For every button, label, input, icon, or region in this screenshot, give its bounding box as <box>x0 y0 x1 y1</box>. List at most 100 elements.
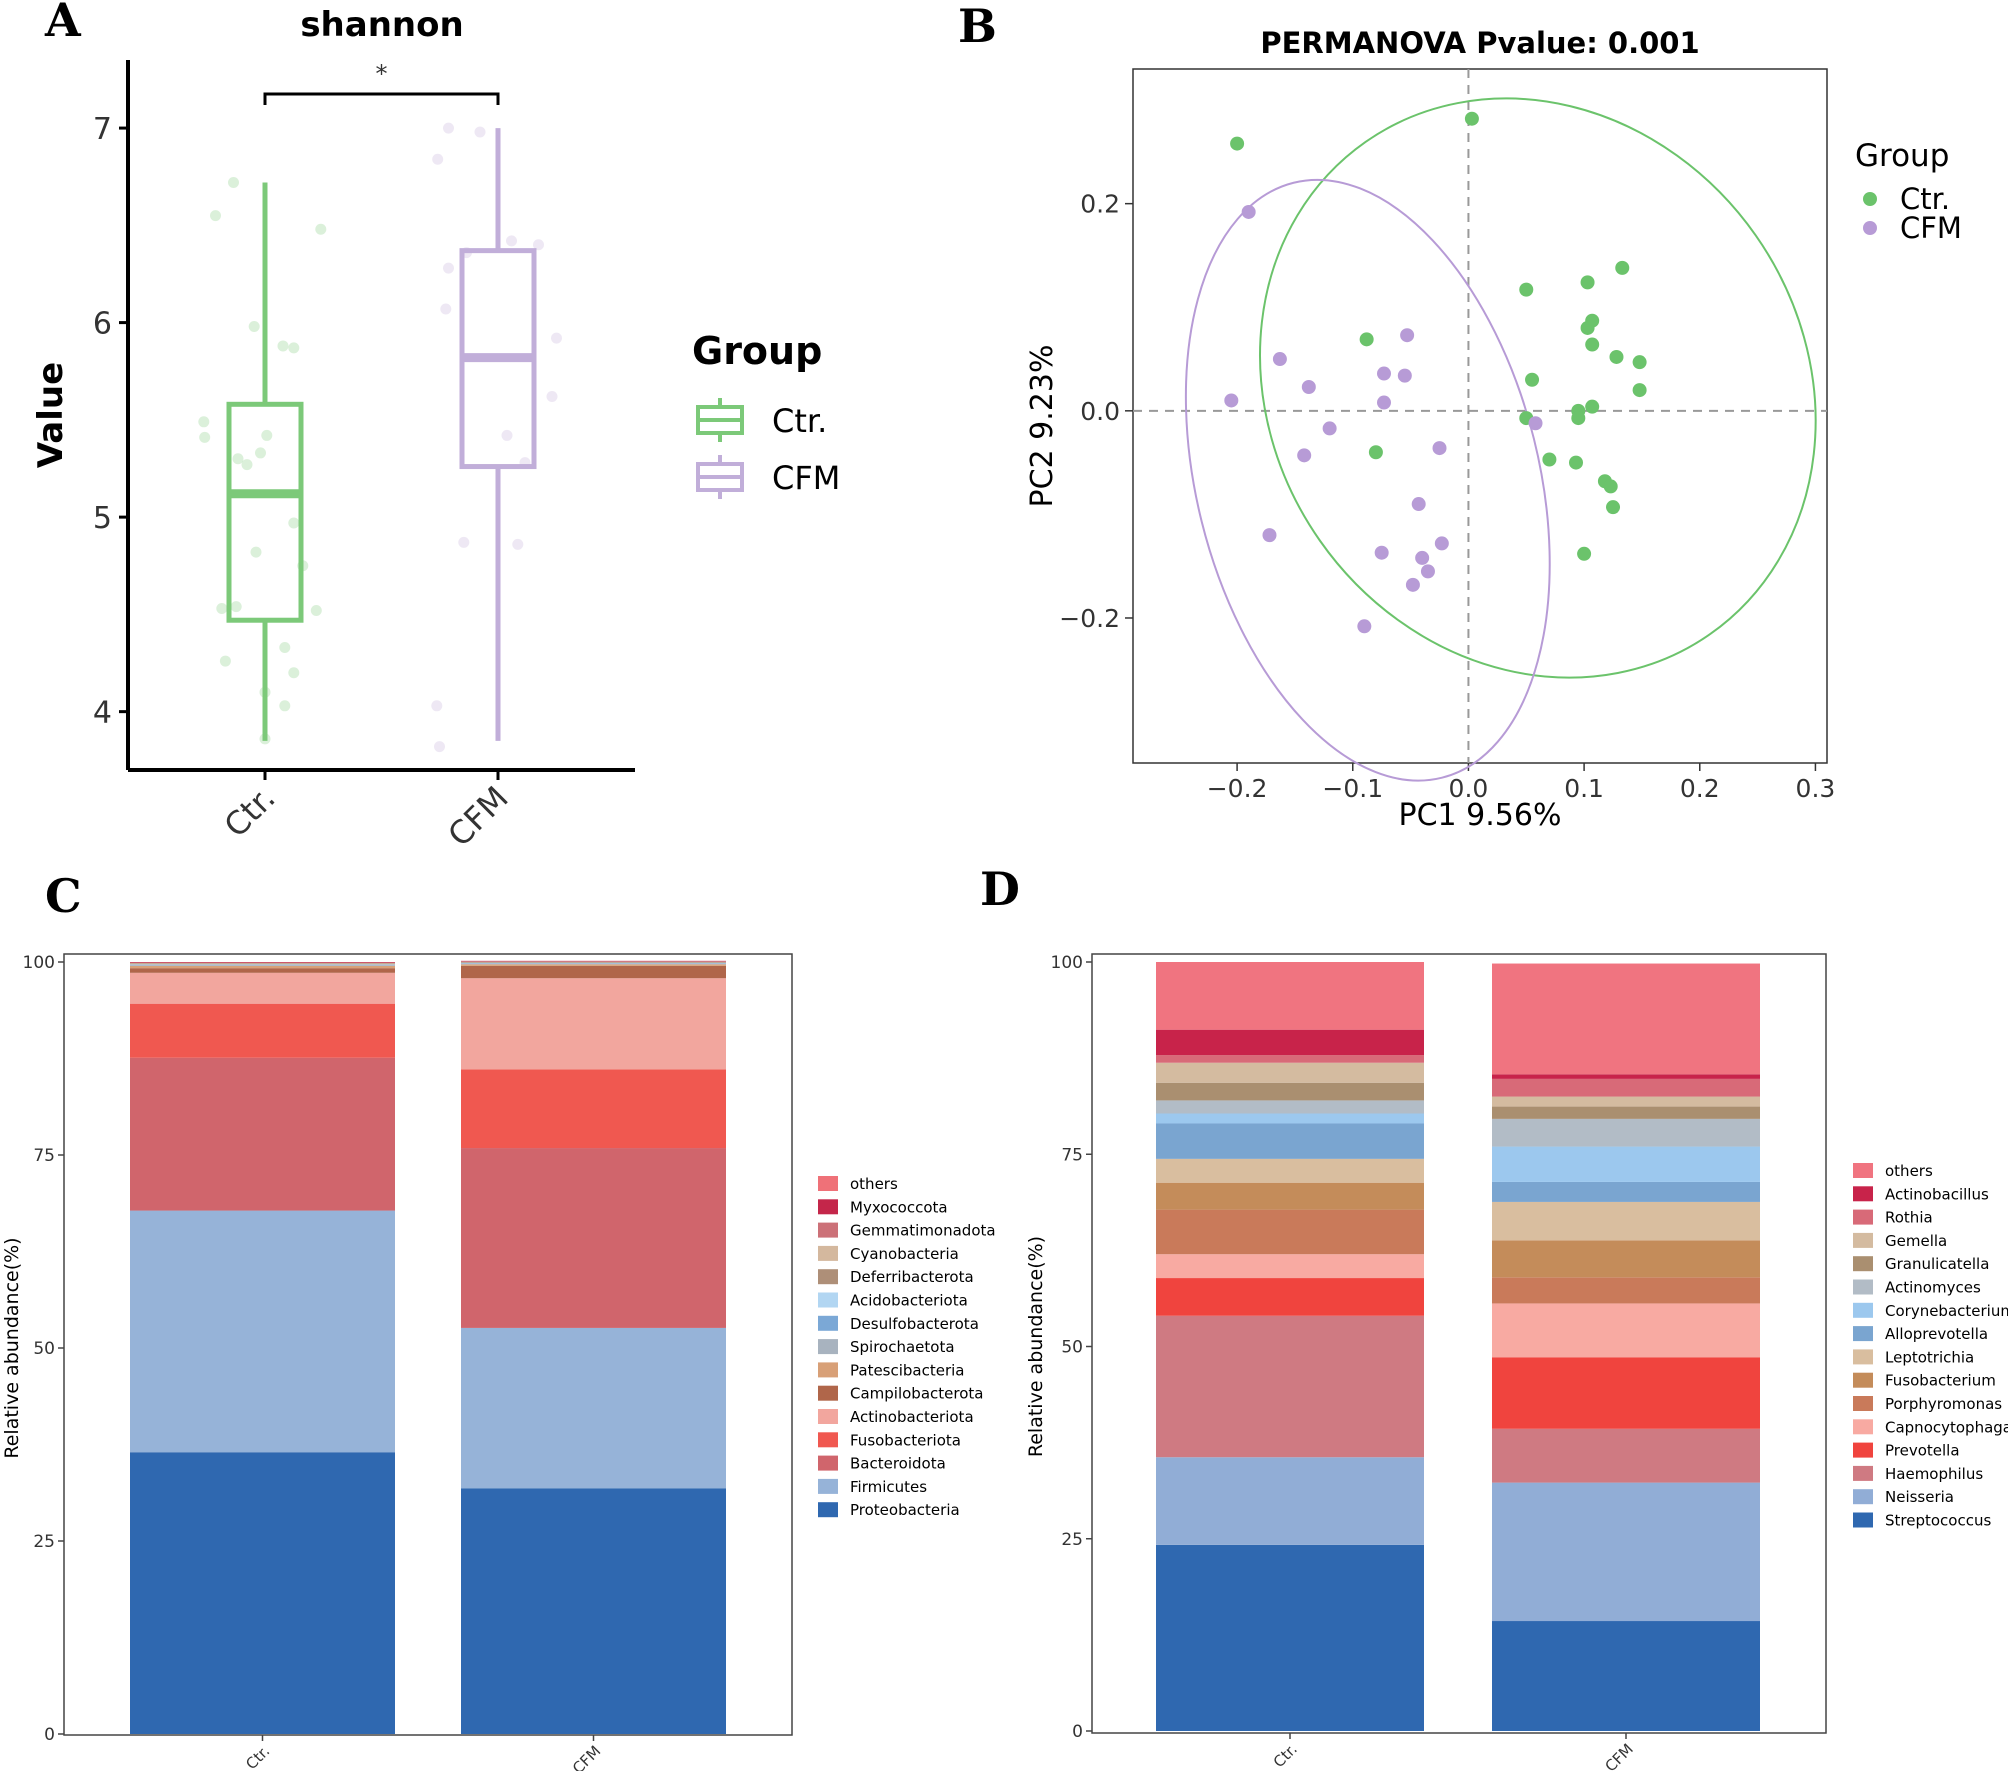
panel-d-y-label: Relative abundance(%) <box>1025 1236 1047 1457</box>
panel-c-legend-label: Campilobacterota <box>850 1385 983 1403</box>
panel-d-legend-swatch <box>1853 1186 1873 1202</box>
panel-a-jitter-point <box>288 342 300 354</box>
panel-c-bar-segment <box>461 960 726 962</box>
panel-d-legend-swatch <box>1853 1465 1873 1481</box>
panel-a-legend-label: Ctr. <box>772 402 827 440</box>
panel-a-y-tick-label: 7 <box>93 112 112 147</box>
panel-d-bar-segment <box>1492 1201 1760 1241</box>
panel-b-legend-label: CFM <box>1900 211 1962 245</box>
panel-a-y-tick-label: 5 <box>93 501 112 536</box>
panel-d-legend-swatch <box>1853 1396 1873 1411</box>
panel-b-scatter-point <box>1632 355 1647 370</box>
panel-d-y-tick-label: 25 <box>1061 1530 1083 1550</box>
panel-c-bar-segment <box>461 963 726 965</box>
panel-b-scatter-point <box>1376 395 1391 410</box>
panel-b-confidence-ellipse <box>1184 178 1551 782</box>
panel-b-scatter-point <box>1585 313 1600 328</box>
panel-c-legend-label: Fusobacteriota <box>850 1431 961 1449</box>
panel-b-scatter-point <box>1359 332 1374 347</box>
panel-a-jitter-point <box>440 303 452 315</box>
panel-a-jitter-point <box>198 416 210 428</box>
panel-d-legend-label: Granulicatella <box>1885 1255 1989 1273</box>
panel-c-bar-segment <box>130 962 395 963</box>
panel-b-scatter-point <box>1397 368 1412 383</box>
panel-d-bar-segment <box>1156 1209 1424 1255</box>
panel-c-legend-swatch <box>818 1502 838 1518</box>
panel-a-significance-star: * <box>376 60 388 88</box>
panel-c-y-tick-label: 100 <box>23 953 55 973</box>
panel-a-jitter-point <box>315 223 327 235</box>
panel-b-y-tick-label: 0.2 <box>1080 190 1120 219</box>
panel-d-bar-segment <box>1156 1278 1424 1316</box>
panel-b-scatter-point <box>1577 546 1592 561</box>
panel-d-bar-segment <box>1492 1096 1760 1107</box>
panel-c-legend-label: Actinobacteriota <box>850 1408 974 1426</box>
panel-c-legend-label: Spirochaetota <box>850 1338 955 1356</box>
panel-c-legend-label: Desulfobacterota <box>850 1315 979 1333</box>
panel-a-jitter-point <box>250 546 262 558</box>
panel-d-bar-segment <box>1156 1113 1424 1124</box>
panel-a-legend-title: Group <box>692 329 822 373</box>
panel-d-legend-swatch <box>1853 1232 1873 1248</box>
panel-d-legend-swatch <box>1853 1372 1873 1388</box>
panel-d-y-tick-label: 0 <box>1072 1722 1083 1742</box>
panel-d-legend-swatch <box>1853 1489 1873 1505</box>
panel-c-bar-segment <box>130 963 395 965</box>
panel-d-y-tick-label: 75 <box>1061 1145 1083 1165</box>
panel-a-jitter-point <box>248 320 260 332</box>
panel-b-y-label: PC2 9.23% <box>1025 345 1060 508</box>
panel-c-legend-swatch <box>818 1245 838 1261</box>
panel-c-legend-label: Myxococcota <box>850 1198 948 1216</box>
panel-a-jitter-point <box>199 431 211 443</box>
panel-a-jitter-point <box>512 538 524 550</box>
panel-b-scatter-point <box>1432 441 1447 456</box>
panel-d-bar-segment <box>1492 1428 1760 1483</box>
panel-d-legend-swatch <box>1853 1209 1873 1225</box>
panel-d-bar-segment <box>1156 962 1424 1030</box>
panel-a-jitter-point <box>230 601 242 613</box>
panel-b-scatter-point <box>1405 577 1420 592</box>
panel-c-bar-segment <box>130 1452 395 1734</box>
panel-a-y-tick-label: 4 <box>93 696 112 731</box>
panel-a-jitter-point <box>434 741 445 753</box>
panel-a-jitter-point <box>546 391 558 403</box>
panel-c-phylum-stacked-bar: Ctr. CFM 0 25 50 75 100 Relative abundance(%) ot… <box>1 953 996 1771</box>
panel-c-bar-segment <box>461 962 726 963</box>
panel-c-bar-segment <box>461 964 726 966</box>
panel-a-jitter-point <box>310 604 322 616</box>
panel-b-scatter-point <box>1420 564 1435 579</box>
panel-c-bar-segment <box>461 1327 726 1489</box>
panel-a-jitter-point <box>533 239 544 251</box>
panel-a-jitter-point <box>277 340 289 352</box>
panel-b-scatter-point <box>1525 372 1540 387</box>
panel-b-scatter-point <box>1609 349 1624 364</box>
panel-b-scatter-point <box>1411 497 1426 512</box>
panel-c-bar-segment <box>461 1148 726 1328</box>
panel-a-jitter-point <box>458 536 470 548</box>
panel-a-title: shannon <box>300 5 463 45</box>
panel-c-bar-segment <box>130 1057 395 1211</box>
panel-c-legend-label: Patescibacteria <box>850 1361 965 1379</box>
panel-b-plot-border <box>1132 68 1828 764</box>
panel-b-legend-title: Group <box>1855 138 1949 174</box>
panel-b-scatter-point <box>1262 528 1277 543</box>
panel-c-legend-swatch <box>818 1362 838 1378</box>
panel-c-bar-segment <box>130 1210 395 1453</box>
panel-b-scatter-point <box>1632 383 1647 398</box>
panel-a-jitter-point <box>279 641 291 653</box>
panel-b-pca-scatter: PERMANOVA Pvalue: 0.001 −0.2 −0.1 0.0 0.1 0.2… <box>1025 26 1962 833</box>
panel-b-x-tick-label: 0.2 <box>1680 774 1720 803</box>
panel-b-confidence-ellipse <box>1259 97 1817 679</box>
panel-d-bar-segment <box>1156 1158 1424 1183</box>
panel-d-legend-label: others <box>1885 1162 1933 1180</box>
panel-c-y-tick-label: 25 <box>33 1532 55 1552</box>
panel-d-legend-label: Alloprevotella <box>1885 1325 1988 1343</box>
panel-a-jitter-point <box>443 262 454 274</box>
panel-b-x-tick-label: 0.0 <box>1449 774 1489 803</box>
panel-letter-b: B <box>958 0 997 53</box>
panel-b-legend-label: Ctr. <box>1900 182 1950 216</box>
panel-b-scatter-point <box>1571 411 1586 426</box>
panel-a-jitter-point <box>210 210 221 222</box>
panel-a-legend-label: CFM <box>772 459 840 497</box>
panel-a-jitter-point <box>288 517 300 529</box>
